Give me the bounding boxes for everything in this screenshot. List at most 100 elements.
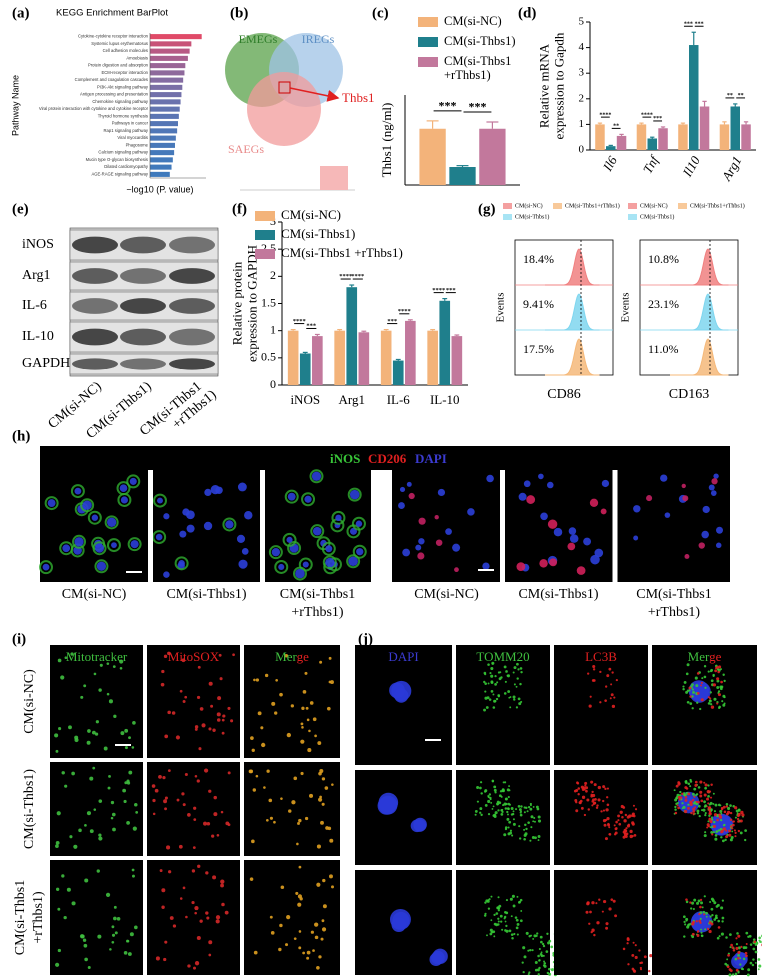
caption: +rThbs1) — [648, 605, 701, 620]
cell — [191, 900, 195, 905]
cell — [735, 968, 739, 972]
cell — [615, 820, 618, 824]
bar — [616, 135, 627, 150]
cell — [80, 695, 84, 699]
cell — [696, 930, 699, 933]
cell — [690, 802, 693, 805]
x-axis-label: CD86 — [547, 387, 580, 402]
cell — [312, 526, 322, 536]
cell — [706, 789, 710, 794]
cell — [601, 479, 610, 488]
cell — [689, 695, 692, 698]
cell — [84, 823, 87, 827]
cell — [499, 914, 503, 918]
cell — [631, 814, 635, 818]
cell — [752, 947, 756, 951]
cell — [528, 971, 531, 974]
cell — [745, 955, 748, 958]
cell — [120, 496, 128, 504]
panel-label: (j) — [358, 631, 373, 647]
cell — [696, 809, 700, 813]
cell — [729, 818, 733, 822]
cell — [161, 905, 165, 909]
cell — [107, 517, 117, 527]
cell — [634, 808, 638, 811]
cell — [60, 675, 65, 680]
cell — [232, 653, 235, 657]
cell — [402, 548, 411, 557]
cell — [482, 562, 490, 570]
cell — [727, 953, 730, 957]
cell — [603, 823, 607, 827]
cell — [683, 920, 686, 924]
cell — [378, 795, 398, 815]
cell — [689, 901, 692, 904]
cell — [511, 812, 515, 816]
cell — [714, 803, 718, 807]
bar — [150, 150, 175, 156]
micrograph — [244, 762, 340, 856]
cell — [696, 811, 700, 815]
cell — [632, 941, 635, 944]
cell — [314, 922, 319, 927]
cell — [602, 899, 607, 904]
panel-label: (d) — [518, 5, 536, 21]
channel-label: Merge — [275, 649, 309, 664]
cell — [593, 933, 596, 937]
cell — [164, 734, 169, 739]
cell — [55, 840, 60, 845]
cell — [297, 902, 302, 907]
protein-label: IL-10 — [22, 329, 54, 344]
cell — [681, 802, 684, 805]
cell — [633, 505, 641, 513]
cell — [710, 668, 714, 672]
cell — [516, 562, 526, 572]
cell — [106, 692, 110, 696]
bar — [150, 106, 180, 112]
cell — [693, 898, 697, 902]
cell — [522, 946, 526, 950]
bar — [150, 142, 175, 148]
cell — [516, 662, 519, 666]
cell — [614, 914, 618, 918]
cell — [584, 781, 588, 785]
cell — [731, 823, 735, 827]
cell — [589, 910, 592, 914]
cell — [298, 930, 302, 933]
cell — [224, 910, 229, 915]
cell — [184, 695, 188, 699]
cell — [720, 836, 723, 839]
cell — [674, 805, 677, 809]
cell — [73, 844, 78, 849]
cell — [515, 918, 519, 922]
cell — [700, 901, 704, 905]
cell — [244, 511, 253, 520]
cell — [129, 932, 134, 937]
cell — [271, 547, 281, 557]
cell — [507, 813, 509, 816]
bar — [689, 45, 699, 150]
cell — [109, 948, 112, 951]
bar — [346, 287, 358, 385]
cell — [83, 684, 87, 688]
cell — [546, 932, 549, 935]
cell — [691, 935, 695, 939]
cell — [606, 803, 610, 807]
cell — [151, 784, 156, 788]
cell — [674, 808, 677, 811]
cell — [99, 663, 103, 667]
cell — [487, 799, 491, 804]
cell — [604, 787, 607, 790]
cell — [744, 838, 747, 842]
cell — [55, 887, 60, 891]
cell — [585, 910, 589, 914]
cell — [718, 815, 723, 819]
cell — [413, 819, 427, 832]
cell — [445, 528, 452, 535]
cell — [96, 561, 107, 571]
cell — [186, 510, 195, 520]
cell — [194, 905, 199, 911]
cell-ring — [284, 489, 299, 504]
cell — [57, 658, 62, 663]
cell — [737, 946, 741, 950]
